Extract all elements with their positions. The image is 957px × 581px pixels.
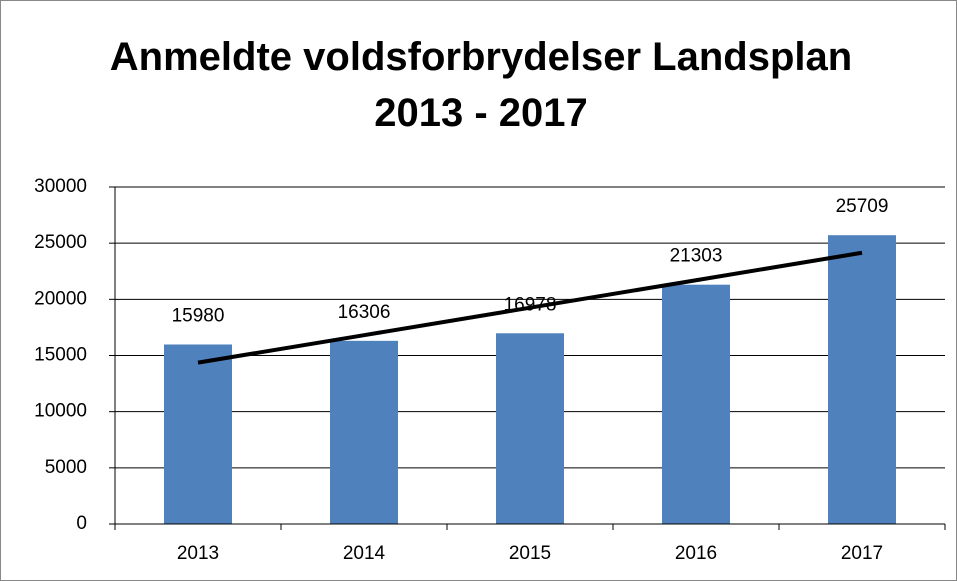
- y-tick-label: 25000: [34, 232, 87, 253]
- bar: [330, 340, 398, 524]
- bar: [496, 333, 564, 524]
- value-label: 15980: [172, 306, 225, 327]
- x-tick-label: 2017: [841, 543, 883, 564]
- value-label: 25709: [836, 196, 889, 217]
- y-tick-label: 20000: [34, 288, 87, 309]
- value-label: 21303: [670, 246, 723, 267]
- y-tick-label: 30000: [34, 176, 87, 197]
- y-tick-label: 15000: [34, 345, 87, 366]
- trendline: [197, 250, 863, 365]
- bar: [164, 344, 232, 524]
- x-tick-label: 2014: [343, 543, 386, 564]
- bar: [662, 284, 730, 524]
- y-tick-label: 5000: [45, 457, 87, 478]
- value-label: 16306: [338, 302, 391, 323]
- x-tick-label: 2013: [177, 543, 219, 564]
- x-tick-label: 2015: [509, 543, 551, 564]
- y-tick-label: 0: [76, 513, 87, 534]
- x-tick-label: 2016: [675, 543, 717, 564]
- chart-title: Anmeldte voldsforbrydelser Landsplan 201…: [109, 35, 853, 135]
- bar: [828, 235, 896, 524]
- y-tick-label: 10000: [34, 401, 87, 422]
